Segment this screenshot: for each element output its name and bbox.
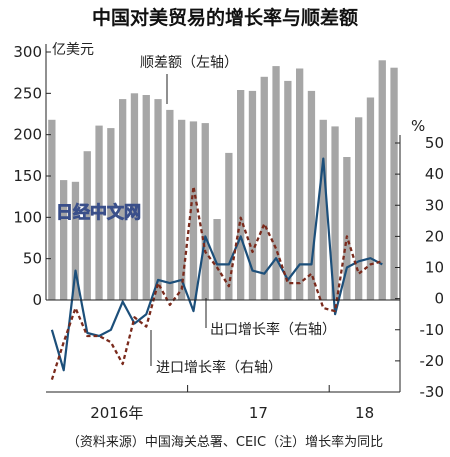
bar: [189, 121, 198, 301]
bar: [237, 90, 245, 300]
x-axis: 2016年 17 18: [46, 299, 400, 422]
bar: [296, 68, 304, 300]
bar: [343, 157, 351, 300]
bar: [248, 90, 257, 301]
import-series-label: 进口增长率（右轴）: [156, 359, 282, 376]
right-tick-label: 30: [425, 196, 444, 214]
right-axis: -30 -20 -10 0 10 20 30 40 50: [395, 134, 444, 401]
bar-series: [48, 60, 398, 301]
bar: [272, 66, 280, 300]
export-label-backdrop: [206, 317, 374, 339]
left-tick-label: 0: [32, 291, 42, 309]
right-tick-label: -10: [420, 321, 445, 339]
x-tick-label: 17: [249, 404, 268, 422]
left-tick-label: 50: [23, 250, 42, 268]
watermark: 日经中文网: [56, 202, 141, 223]
left-axis: 0 50 100 150 200 250 300: [13, 43, 51, 309]
bar: [390, 67, 398, 300]
right-tick-label: 10: [425, 259, 444, 277]
bar-series-label: 顺差额（左轴）: [140, 55, 238, 71]
bar: [71, 181, 80, 300]
export-growth-line: [50, 157, 383, 372]
right-unit-label: %: [411, 117, 425, 135]
left-tick-label: 150: [13, 167, 42, 185]
left-unit-label: 亿美元: [52, 42, 94, 58]
bar: [142, 95, 150, 300]
left-tick-label: 100: [13, 208, 42, 226]
bar: [60, 180, 68, 300]
bar: [48, 119, 56, 300]
bar: [130, 93, 139, 300]
bar: [154, 99, 162, 300]
line-series: [50, 157, 383, 380]
right-tick-label: 40: [425, 165, 444, 183]
right-tick-label: 20: [425, 227, 444, 245]
bar: [355, 117, 363, 300]
right-tick-label: 0: [434, 290, 444, 308]
import-label-backdrop: [152, 355, 322, 377]
bar: [225, 152, 233, 300]
bar: [319, 119, 327, 300]
bar: [213, 219, 221, 300]
bar: [83, 151, 91, 300]
import-growth-line: [50, 185, 383, 380]
bar: [95, 125, 103, 300]
right-tick-label: -20: [420, 352, 445, 370]
right-tick-label: 50: [425, 134, 444, 152]
left-tick-label: 300: [13, 43, 42, 61]
left-tick-label: 200: [13, 126, 42, 144]
bar: [201, 123, 209, 300]
bar: [307, 90, 316, 301]
bar: [331, 126, 339, 301]
bar: [107, 128, 115, 300]
left-tick-label: 250: [13, 84, 42, 102]
x-tick-label: 18: [355, 404, 374, 422]
bar: [378, 60, 386, 300]
bar: [119, 99, 127, 300]
bar: [284, 80, 292, 301]
bar: [178, 119, 186, 300]
right-tick-label: -30: [420, 383, 445, 401]
export-series-label: 出口增长率（右轴）: [210, 321, 336, 338]
chart-title: 中国对美贸易的增长率与顺差额: [92, 6, 358, 29]
footer-note: （资料来源）中国海关总署、CEIC（注）增长率为同比: [67, 434, 383, 450]
x-tick-label: 2016年: [90, 404, 143, 422]
bar: [166, 109, 174, 301]
bar: [366, 97, 375, 300]
bar: [260, 76, 268, 300]
